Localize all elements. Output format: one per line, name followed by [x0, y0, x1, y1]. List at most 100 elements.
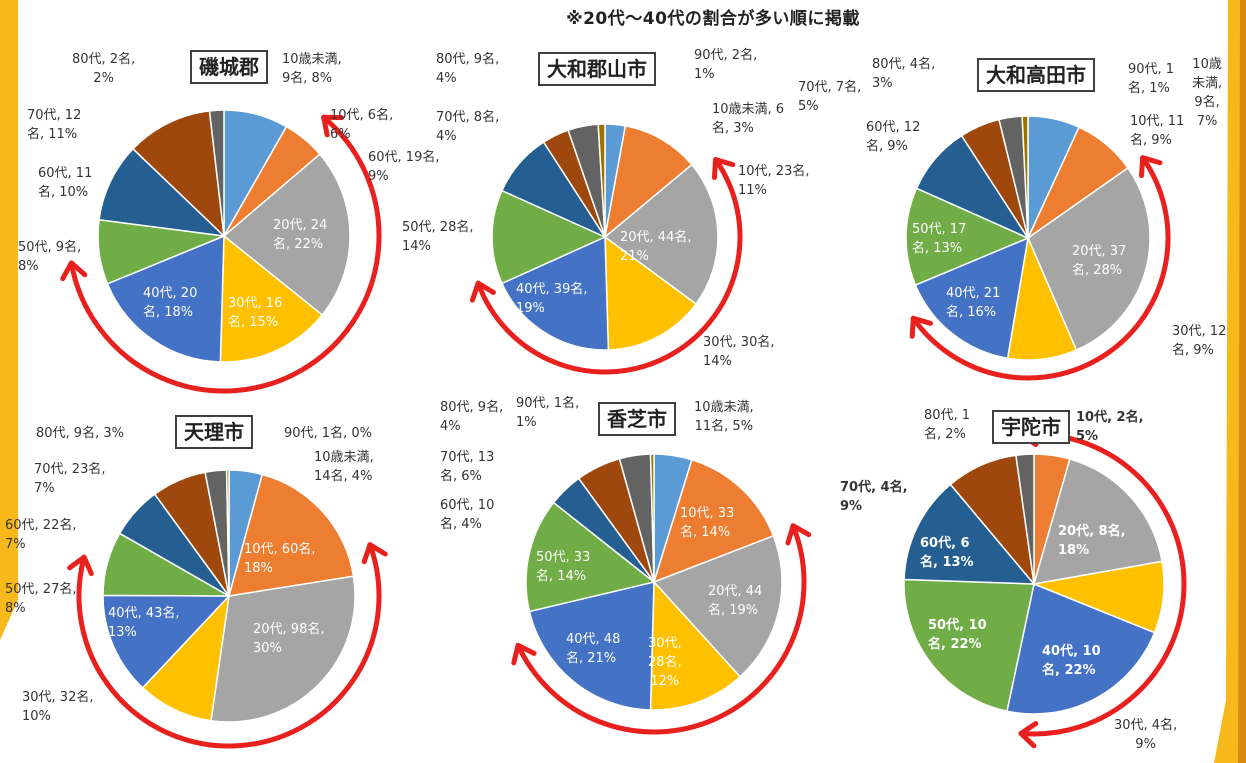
pie-slice-10代 [652, 458, 775, 584]
pie-slice-50代 [525, 501, 656, 613]
pie-slice-50代 [903, 578, 1035, 713]
data-label: 70代, 8名, 4% [436, 110, 500, 144]
data-label: 20代, 37 名, 28% [1072, 244, 1127, 278]
data-label: 80代, 4名, 3% [872, 57, 936, 91]
pie-slice-20代 [222, 153, 351, 317]
data-label: 80代, 9名, 4% [440, 400, 504, 434]
pie-slice-80代 [1015, 453, 1035, 585]
pie-slice-40代 [528, 581, 655, 711]
data-label: 70代, 23名, 7% [34, 462, 106, 496]
pie-slice-90代 [597, 123, 606, 238]
ordering-note: ※20代〜40代の割合が多い順に掲載 [566, 9, 860, 29]
pie-slice-80代 [208, 109, 225, 237]
data-label: 90代, 1名, 0% [284, 426, 372, 441]
data-label: 20代, 44名, 21% [620, 230, 692, 264]
pie-slice-40代 [914, 236, 1029, 360]
data-label: 10歳未満, 9名, 8% [282, 52, 342, 86]
order-arrow-head [361, 542, 388, 565]
right-frame-decoration [1214, 0, 1246, 763]
pie-slice-20代 [652, 534, 783, 678]
data-label: 40代, 21 名, 16% [946, 286, 1001, 320]
data-label: 40代, 48 名, 21% [566, 632, 621, 666]
pie-slice-90代 [225, 469, 230, 597]
data-label: 10歳未満, 11名, 5% [694, 400, 754, 434]
data-label: 40代, 20 名, 18% [143, 286, 198, 320]
data-label: 10代, 6名, 6% [330, 108, 394, 142]
pie-slice-40代 [1006, 582, 1156, 715]
pie-slice-30代 [219, 234, 324, 363]
pie-slice-60代 [903, 483, 1036, 585]
pie-slice-40代 [106, 234, 225, 363]
data-label: 50代, 17 名, 13% [912, 222, 967, 256]
pie-slice-30代 [141, 593, 231, 722]
pie-slice-40代 [500, 235, 610, 351]
chart-title-uda: 宇陀市 [992, 410, 1070, 444]
data-label: 40代, 10 名, 22% [1042, 644, 1101, 678]
data-label: 10歳未満, 14名, 4% [314, 450, 374, 484]
data-label: 40代, 43名, 13% [108, 606, 180, 640]
data-label: 50代, 33 名, 14% [536, 550, 591, 584]
order-arrow-arc [76, 542, 382, 749]
pie-slice-30代 [604, 235, 698, 351]
order-arrow-arc [1018, 431, 1187, 737]
data-label: 30代, 30名, 14% [703, 335, 775, 369]
pie-slice-70代 [131, 110, 225, 238]
data-label: 80代, 1 名, 2% [924, 408, 971, 442]
pie-slice-50代 [905, 187, 1030, 287]
data-label: 90代, 2名, 1% [694, 48, 758, 82]
pie-slice-30代 [649, 580, 742, 711]
pie-slice-20代 [603, 163, 719, 306]
pie-slice-40代 [102, 594, 231, 689]
order-arrow-head [469, 280, 496, 303]
left-frame-decoration [0, 0, 18, 640]
order-arrow-arc [515, 523, 807, 735]
order-arrow-head [909, 315, 934, 339]
data-label: 50代, 9名, 8% [18, 240, 82, 274]
data-label: 60代, 10 名, 4% [440, 498, 495, 532]
data-label: 50代, 10 名, 22% [928, 618, 987, 652]
pie-slice-50代 [491, 189, 607, 285]
data-label: 30代, 12 名, 9% [1172, 324, 1227, 358]
data-label: 30代, 16 名, 15% [228, 296, 283, 330]
order-arrow-arc [68, 114, 382, 394]
order-arrow-head [1139, 155, 1163, 179]
order-arrow-head [785, 523, 812, 546]
data-label: 80代, 2名, 2% [72, 52, 136, 86]
pie-slice-60代 [98, 147, 227, 238]
order-arrow-arc [910, 155, 1171, 381]
data-label: 10代, 33 名, 14% [680, 506, 735, 540]
order-arrow-head [321, 114, 345, 138]
data-label: 30代, 32名, 10% [22, 690, 94, 724]
pie-slice-20代 [1027, 166, 1151, 351]
data-label: 60代, 12 名, 9% [866, 120, 921, 154]
data-label: 70代, 13 名, 6% [440, 450, 495, 484]
data-label: 70代, 7名, 5% [798, 80, 862, 114]
data-label: 20代, 8名, 18% [1058, 524, 1126, 558]
order-arrow-head [60, 260, 88, 282]
data-label: 10代, 11 名, 9% [1130, 114, 1185, 148]
data-label: 60代, 19名, 9% [368, 150, 440, 184]
pie-slice-20代 [210, 575, 356, 723]
data-label: 20代, 24 名, 22% [273, 218, 328, 252]
data-label: 80代, 9名, 4% [436, 52, 500, 86]
pie-slice-10代 [603, 124, 693, 239]
order-arrow-head [711, 157, 736, 180]
data-label: 10代, 2名, 5% [1076, 410, 1144, 444]
data-label: 90代, 1名, 1% [516, 396, 580, 430]
data-label: 40代, 39名, 19% [516, 282, 588, 316]
data-label: 30代, 28名, 12% [648, 636, 682, 689]
data-label: 70代, 12 名, 11% [27, 108, 82, 142]
chart-title-tenri: 天理市 [175, 415, 253, 449]
data-label: 50代, 28名, 14% [402, 220, 474, 254]
order-arrow-head [67, 554, 94, 577]
chart-title-shiki: 磯城郡 [190, 50, 268, 84]
chart-title-yamatotakada: 大和高田市 [977, 58, 1095, 92]
order-arrow-arc [475, 157, 743, 375]
data-label: 10歳 未満, 9名, 7% [1192, 57, 1223, 129]
data-label: 60代, 11 名, 10% [38, 166, 93, 200]
order-arrow-head [1018, 720, 1039, 749]
chart-title-yamatokoriyama: 大和郡山市 [538, 52, 656, 86]
data-label: 80代, 9名, 3% [36, 426, 124, 441]
